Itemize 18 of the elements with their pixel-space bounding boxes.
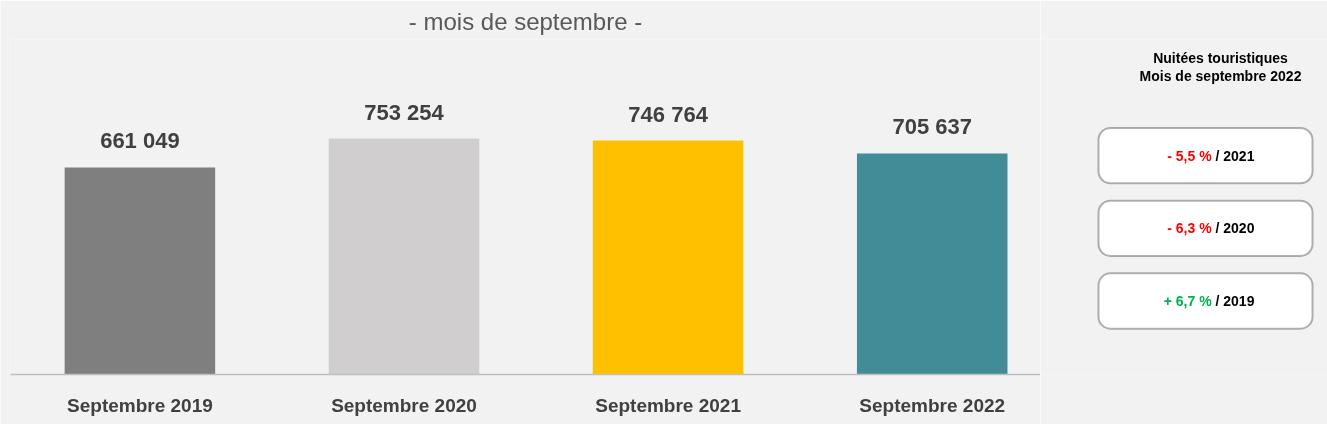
bar <box>592 140 744 375</box>
text: Nuitées touristiques <box>1153 50 1288 67</box>
chart-title: - mois de septembre - <box>408 7 643 35</box>
bar <box>856 153 1008 375</box>
bar <box>64 167 216 375</box>
bar <box>328 138 480 375</box>
x-tick-label: Septembre 2022 <box>859 394 1006 416</box>
data-label: 746 764 <box>628 101 709 127</box>
text: + 6,7 % / 2019 <box>1163 293 1255 310</box>
data-label: 753 254 <box>364 99 445 125</box>
text: Mois de septembre 2022 <box>1139 67 1302 84</box>
data-label: 661 049 <box>100 128 180 154</box>
text: - 6,3 % / 2020 <box>1167 220 1255 237</box>
text: - 5,5 % / 2021 <box>1167 147 1255 164</box>
data-label: 705 637 <box>892 114 972 140</box>
x-tick-label: Septembre 2021 <box>595 394 742 416</box>
x-tick-label: Septembre 2019 <box>67 394 213 416</box>
x-tick-label: Septembre 2020 <box>331 394 477 416</box>
